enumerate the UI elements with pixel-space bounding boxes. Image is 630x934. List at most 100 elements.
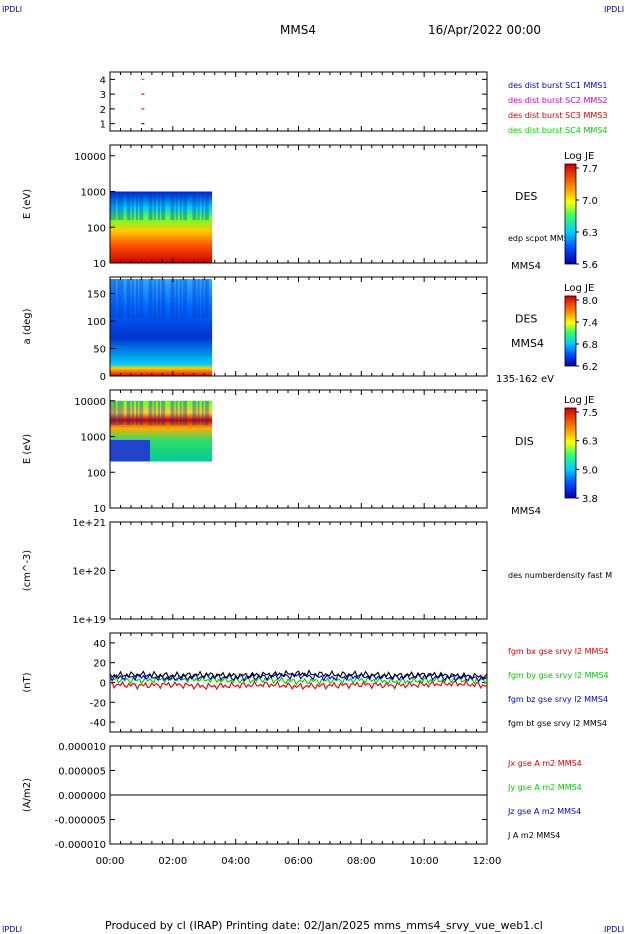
x-tick-label: 06:00 [284,856,313,867]
panel4-heatmap-stripe [126,400,129,426]
panel6-ytick-label: -40 [90,718,106,729]
panel3-heatmap-stripe [119,279,122,318]
date-title: 16/Apr/2022 00:00 [428,23,541,37]
panel4-heatmap-stripe [175,400,178,426]
panel3-heatmap-stripe [121,279,124,318]
panel4-heatmap-stripe [121,400,124,426]
panel4-ytick-label: 10000 [74,397,106,408]
panel7-ytick-label: 0.000010 [58,742,106,753]
panel6-series-line [109,669,488,681]
panel3-heatmap-stripe [194,279,197,318]
panel4-heatmap-stripe [153,400,156,426]
panel3-ytick-label: 0 [100,372,106,383]
panel2-heatmap-stripe [157,191,160,221]
panel1-ytick-label: 3 [100,90,106,101]
panel2-colorbar-tick-label: 5.6 [582,260,598,271]
panel2-heatmap-stripe [119,191,122,221]
panel5-ytick-label: 1e+19 [72,615,106,626]
panel4-colorbar-tick-label: 3.8 [582,494,598,505]
panel4-heatmap-stripe [119,400,122,426]
panel3-heatmap-stripe [183,279,186,318]
panel2-colorbar-tick-label: 7.0 [582,196,598,207]
panel4-ytick-label: 100 [87,468,106,479]
panel4-heatmap-stripe [172,400,175,426]
panel3-heatmap-stripe [185,279,187,318]
panel3-heatmap-stripe [179,279,182,318]
panel7-ytick-label: 0.000005 [58,767,106,778]
panel7-ytick-label: 0.000000 [58,791,106,802]
panel4-panel: 10000 1000 100 10 E (eV) DIS MMS4 Log JE 7.5 6.3 5… [22,389,598,517]
panel6-legend-entry: fgm bx gse srvy l2 MMS4 [508,647,609,656]
panel2-colorbar-tick-label: 7.7 [582,164,598,175]
panel3-label-below: 135-162 eV [496,374,554,385]
panels-group: 4 3 2 1 des dist burst SC1 MMS1 des dist burs… [22,71,612,851]
panel2-heatmap-stripe [150,191,153,221]
panel2-label-right: DES [515,190,537,203]
panel5-ytick-label: 1e+21 [72,518,106,529]
panel2-heatmap-stripe [183,191,186,221]
panel2-ytick-label: 1000 [81,188,106,199]
panel4-label-right: DIS [515,435,534,448]
panel2-ytick-label: 10000 [74,152,106,163]
panel4-heatmap-stripe [150,400,153,426]
panel3-heatmap-stripe [148,279,151,318]
panel4-heatmap-stripe [192,400,195,426]
panel4-heatmap-stripe [201,400,204,426]
panel7-panel: 0.000010 0.000005 0.000000 -0.000005 -0.0000… [22,742,582,851]
panel2-heatmap-stripe [172,191,175,221]
corner-mark-tl: IPDLI [2,5,22,14]
panel7-legend-entry: Jy gse A m2 MMS4 [507,783,582,792]
panel2-heatmap-stripe [135,191,138,221]
panel2-heatmap-stripe [204,191,207,221]
panel5-ylabel: (cm^-3) [22,550,33,591]
panel3-heatmap-stripe [141,279,144,318]
panel1-legend-entry: des dist burst SC4 MMS4 [508,126,607,135]
panel4-heatmap-stripe [112,400,115,426]
panel4-heatmap-stripe [183,400,186,426]
panel3-heatmap-stripe [201,279,204,318]
panel2-colorbar-title: Log JE [564,151,594,162]
panel2-heatmap-stripe [206,191,209,221]
panel4-heatmap-stripe [148,400,151,426]
panel3-heatmap-stripe [197,279,200,318]
x-axis: 00:00 02:00 04:00 06:00 08:00 10:00 12:00 [96,856,502,867]
panel4-colorbar-tick-label: 6.3 [582,437,598,448]
panel5-label-right: des numberdensity fast M [508,571,612,580]
x-tick-label: 02:00 [158,856,187,867]
panel6-ytick-label: 40 [93,639,106,650]
panel6-ytick-label: -20 [90,698,106,709]
panel2-heatmap [110,191,213,263]
panel2-heatmap-stripe [139,191,142,221]
panel2-colorbar-tick-label: 6.3 [582,228,598,239]
panel6-ylabel: (nT) [22,672,33,692]
panel7-ylabel: (A/m2) [22,778,33,812]
panel4-heatmap-stripe [194,400,197,426]
panel3-colorbar-tick-label: 8.0 [582,296,598,307]
panel4-heatmap-stripe [163,400,166,426]
panel2-label-below: MMS4 [511,261,541,272]
panel2-heatmap-stripe [148,191,151,221]
panel3-colorbar-tick-label: 7.4 [582,318,598,329]
panel4-colorbar-title: Log JE [564,395,594,406]
panel6-ytick-label: 0 [100,679,106,690]
panel6-legend-entry: fgm bt gse srvy l2 MMS4 [508,719,607,728]
x-tick-label: 00:00 [96,856,125,867]
panel3-heatmap-stripe [131,279,134,318]
panel4-heatmap-stripe [179,400,182,426]
panel4-heatmap-lowband [110,439,150,462]
panel4-heatmap-stripe [197,400,200,426]
panel2-heatmap-stripe [112,191,115,221]
panel2-heatmap-stripe [201,191,204,221]
panel2-ytick-label: 10 [93,259,106,270]
panel4-heatmap-stripe [139,400,142,426]
panel2-heatmap-stripe [179,191,182,221]
panel3-label-right: DES [515,313,537,326]
panel2-heatmap-stripe [192,191,195,221]
x-tick-label: 08:00 [347,856,376,867]
panel6-legend-entry: fgm bz gse srvy l2 MMS4 [508,695,608,704]
panel4-ytick-label: 10 [93,504,106,515]
panel3-ytick-label: 50 [93,345,106,356]
panel2-heatmap-stripe [194,191,197,221]
panel3-ytick-label: 150 [87,290,106,301]
panel4-heatmap-stripe [161,400,164,426]
